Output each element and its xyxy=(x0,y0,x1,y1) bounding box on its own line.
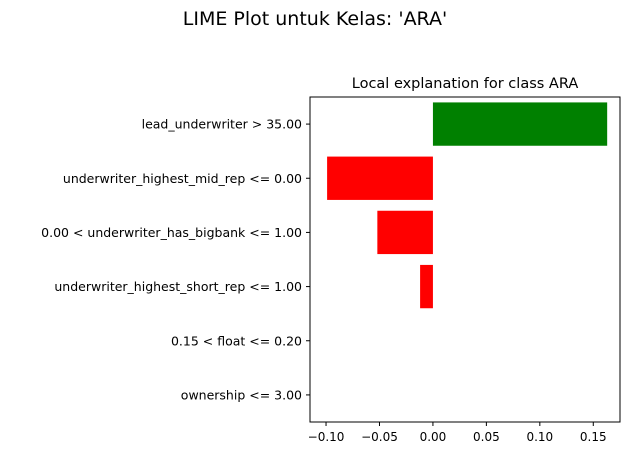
y-tick-label: 0.15 < float <= 0.20 xyxy=(171,333,302,348)
y-tick-label: underwriter_highest_mid_rep <= 0.00 xyxy=(63,171,302,186)
x-tick-label: −0.10 xyxy=(308,430,345,444)
bar-2 xyxy=(327,156,433,200)
x-tick-label: 0.10 xyxy=(526,430,553,444)
y-tick-label: underwriter_highest_short_rep <= 1.00 xyxy=(54,279,302,294)
axes-frame xyxy=(309,96,621,423)
chart-title: Local explanation for class ARA xyxy=(352,76,579,92)
y-tick-label: 0.00 < underwriter_has_bigbank <= 1.00 xyxy=(41,225,302,240)
y-tick-label: ownership <= 3.00 xyxy=(181,387,302,402)
bar-3 xyxy=(377,210,433,255)
plot-area: lead_underwriter > 35.00 underwriter_high… xyxy=(41,96,621,444)
bar-4 xyxy=(420,264,433,309)
y-tick-label: lead_underwriter > 35.00 xyxy=(142,117,302,132)
x-tick-label: 0.00 xyxy=(420,430,447,444)
bar-1 xyxy=(432,102,608,146)
x-tick-label: −0.05 xyxy=(361,430,398,444)
x-tick-label: 0.05 xyxy=(473,430,500,444)
figure-suptitle: LIME Plot untuk Kelas: 'ARA' xyxy=(183,8,447,30)
x-tick-label: 0.15 xyxy=(580,430,607,444)
